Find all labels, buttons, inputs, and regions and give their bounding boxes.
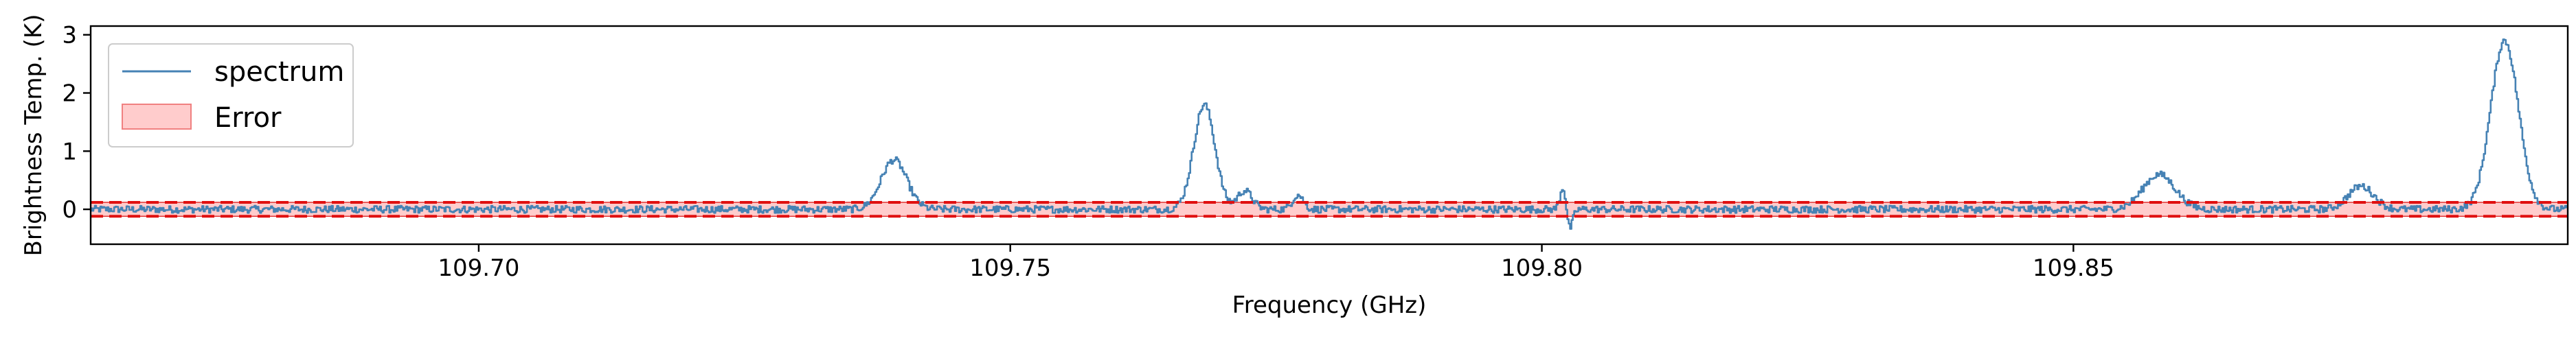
axes: 109.70 109.75 109.80 109.85 0 1 2 3: [62, 22, 2569, 282]
legend-error-swatch: [122, 104, 192, 130]
plot-area: [91, 38, 2568, 230]
x-axis-title: Frequency (GHz): [1232, 292, 1427, 319]
y-tick-label: 1: [62, 138, 77, 165]
x-tick-label: 109.85: [2033, 255, 2114, 282]
axes-frame: [89, 25, 2569, 246]
legend-error-label: Error: [214, 102, 282, 134]
spectrum-line: [91, 38, 2568, 230]
y-tick-label: 2: [62, 80, 77, 108]
x-tick-label: 109.70: [438, 255, 519, 282]
y-tick-label: 0: [62, 196, 77, 224]
y-tick-label: 3: [62, 22, 77, 49]
x-tick-label: 109.75: [969, 255, 1051, 282]
x-tick-label: 109.80: [1501, 255, 1583, 282]
plot-content: [91, 38, 2568, 230]
legend-spectrum-label: spectrum: [214, 56, 344, 88]
y-axis-title: Brightness Temp. (K): [20, 14, 47, 257]
legend: spectrum Error: [108, 43, 354, 147]
